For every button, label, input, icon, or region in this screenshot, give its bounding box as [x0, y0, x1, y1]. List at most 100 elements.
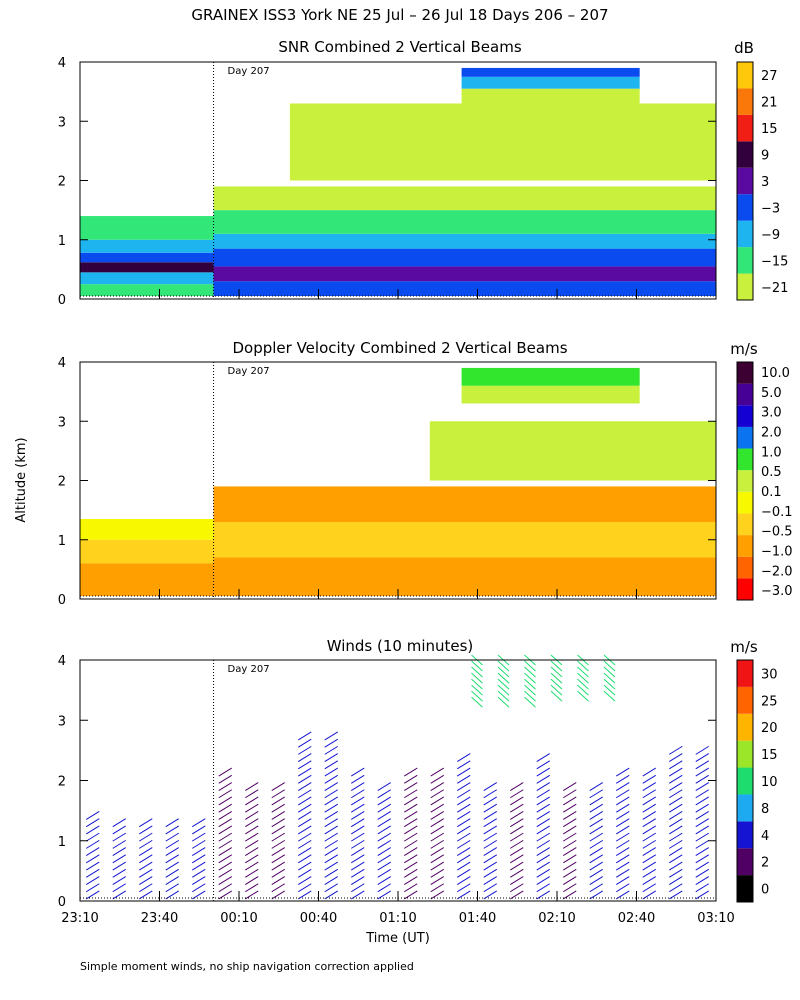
colorbar-swatch: [737, 167, 753, 195]
wind-barb: [642, 789, 657, 799]
wind-barb: [615, 839, 630, 849]
wind-barb: [350, 854, 365, 864]
colorbar-tick-label: 2: [761, 856, 769, 871]
wind-barb: [509, 854, 524, 864]
colorbar-frame: [736, 61, 754, 301]
wind-barb: [642, 832, 657, 842]
wind-barb: [695, 832, 710, 842]
wind-barb: [430, 876, 445, 885]
colorbar-swatch: [737, 383, 753, 406]
wind-barb: [562, 803, 577, 813]
wind-barb: [509, 883, 524, 893]
colorbar-swatch: [737, 513, 753, 536]
heatmap-cell: [80, 216, 214, 240]
colorbar-tick-label: 27: [761, 69, 778, 84]
wind-barb: [430, 782, 445, 791]
wind-barb: [615, 890, 630, 900]
wind-barb: [695, 861, 710, 871]
wind-barb: [615, 854, 630, 864]
wind-barb: [562, 839, 577, 849]
wind-barb: [642, 774, 657, 784]
y-tick-label: 3: [58, 415, 66, 430]
wind-barb: [218, 796, 233, 806]
wind-barb: [350, 789, 365, 799]
wind-barb: [297, 782, 312, 791]
wind-barb: [509, 789, 524, 799]
winds-colorbar-unit: m/s: [730, 638, 758, 656]
wind-barb: [615, 876, 630, 885]
wind-barb: [642, 868, 657, 878]
wind-barb: [350, 883, 365, 893]
wind-barb: [218, 825, 233, 835]
wind-barb: [668, 803, 683, 813]
wind-barb: [615, 767, 630, 777]
y-tick-label: 4: [58, 356, 66, 371]
wind-barb: [218, 782, 233, 791]
wind-barb: [536, 818, 551, 828]
wind-barb: [509, 825, 524, 835]
wind-barb: [297, 774, 312, 784]
wind-barb: [112, 876, 127, 885]
wind-barb: [244, 839, 259, 849]
colorbar-swatch: [737, 362, 753, 384]
wind-barb: [668, 745, 683, 755]
colorbar-swatch: [737, 713, 753, 741]
wind-barb: [483, 883, 498, 893]
wind-barb: [603, 660, 616, 672]
wind-barb: [536, 890, 551, 900]
wind-barb: [550, 678, 563, 690]
wind-barb: [668, 782, 683, 791]
wind-barb: [695, 760, 710, 770]
wind-barb: [377, 782, 392, 791]
wind-barb: [509, 803, 524, 813]
wind-barb: [695, 811, 710, 820]
wind-barb: [350, 803, 365, 813]
wind-barb: [615, 883, 630, 893]
wind-barb: [377, 811, 392, 820]
wind-barb: [403, 811, 418, 820]
wind-barb: [85, 825, 100, 835]
wind-barb: [85, 854, 100, 864]
wind-barb: [524, 684, 536, 696]
wind-barb: [483, 811, 498, 820]
wind-barb: [271, 818, 286, 828]
colorbar-swatch: [737, 556, 753, 579]
velocity-panel: Doppler Velocity Combined 2 Vertical Bea…: [58, 339, 793, 608]
wind-barb: [403, 774, 418, 784]
colorbar-tick-label: −0.5: [761, 525, 793, 540]
wind-barb: [642, 767, 657, 777]
wind-barb: [509, 839, 524, 849]
wind-barb: [589, 811, 604, 820]
wind-barb: [589, 890, 604, 900]
wind-barb: [456, 782, 471, 791]
wind-barb: [695, 796, 710, 806]
colorbar-tick-label: 5.0: [761, 386, 782, 401]
wind-barb: [536, 854, 551, 864]
x-tick-label: 02:40: [618, 911, 655, 926]
x-tick-label: 01:10: [379, 911, 416, 926]
x-tick-label: 02:10: [538, 911, 575, 926]
wind-barb: [536, 832, 551, 842]
wind-barb: [112, 861, 127, 871]
y-tick-label: 1: [58, 835, 66, 850]
colorbar-tick-label: −0.1: [761, 505, 793, 520]
wind-barb: [244, 818, 259, 828]
wind-barb: [430, 796, 445, 806]
wind-barb: [377, 825, 392, 835]
wind-barb: [430, 767, 445, 777]
wind-barb: [297, 890, 312, 900]
wind-barb: [668, 789, 683, 799]
wind-barb: [430, 868, 445, 878]
wind-barb: [244, 876, 259, 885]
wind-barb: [550, 684, 563, 696]
colorbar-tick-label: 10.0: [761, 366, 790, 381]
wind-barb: [297, 868, 312, 878]
y-tick-label: 4: [58, 56, 66, 71]
heatmap-cell: [213, 233, 716, 249]
wind-barb: [642, 811, 657, 820]
wind-barb: [271, 782, 286, 791]
wind-barb: [589, 832, 604, 842]
heatmap-cell: [461, 385, 640, 404]
wind-barb: [456, 868, 471, 878]
